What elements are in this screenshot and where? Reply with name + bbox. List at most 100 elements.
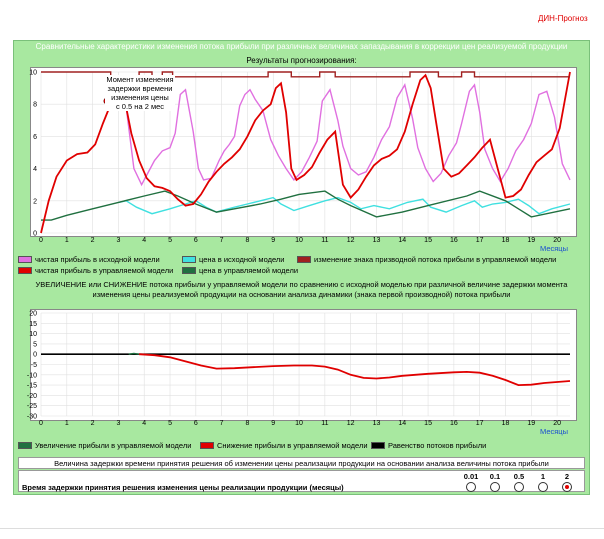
option-header-2: 2 [564, 472, 570, 481]
series-line [139, 353, 571, 387]
y-tick-label: 0 [33, 231, 37, 238]
x-tick-label: 9 [271, 237, 275, 244]
x-tick-label: 7 [220, 237, 224, 244]
x-tick-label: 15 [424, 420, 432, 427]
option-header-0.5: 0.5 [513, 472, 525, 481]
legend-swatch [200, 442, 214, 449]
x-tick-label: 16 [450, 237, 458, 244]
option-header-1: 1 [540, 472, 546, 481]
legend-label: чистая прибыль в управляемой модели [35, 266, 174, 275]
x-tick-label: 0 [39, 420, 43, 427]
x-tick-label: 16 [450, 420, 458, 427]
y-tick-label: 0 [33, 352, 37, 359]
x-tick-label: 19 [527, 237, 535, 244]
legend-label: цена в исходной модели [199, 255, 285, 264]
x-tick-label: 7 [220, 420, 224, 427]
y-tick-label: -10 [27, 372, 37, 379]
option-header-0.01: 0.01 [463, 472, 479, 481]
series-line [128, 352, 140, 355]
x-tick-label: 8 [245, 237, 249, 244]
x-tick-label: 5 [168, 420, 172, 427]
x-tick-label: 11 [321, 237, 328, 244]
x-tick-label: 1 [65, 237, 69, 244]
delay-radio-2[interactable] [562, 482, 572, 492]
x-tick-label: 6 [194, 420, 198, 427]
x-tick-label: 12 [347, 237, 355, 244]
y-tick-label: -25 [27, 403, 37, 410]
x-tick-label: 3 [116, 237, 120, 244]
x-axis-label: Месяцы [540, 244, 568, 253]
option-header-0.1: 0.1 [489, 472, 501, 481]
y-tick-label: -30 [27, 414, 37, 421]
legend-swatch [18, 267, 32, 274]
series-line [40, 71, 571, 234]
legend-item-managed-price: цена в управляемой модели [182, 266, 298, 275]
legend-item-derivative-sign: изменение знака призводной потока прибыл… [297, 255, 556, 264]
legend-item-original-price: цена в исходной модели [182, 255, 284, 264]
y-tick-label: -5 [31, 362, 37, 369]
x-tick-label: 18 [502, 420, 510, 427]
brand-label: ДИН-Прогноз [538, 14, 588, 23]
legend-label: изменение знака призводной потока прибыл… [314, 255, 557, 264]
y-tick-label: 8 [33, 102, 37, 109]
x-tick-label: 1 [65, 420, 69, 427]
x-tick-label: 20 [553, 237, 561, 244]
x-tick-label: 5 [168, 237, 172, 244]
x-tick-label: 14 [398, 420, 406, 427]
y-tick-label: 15 [29, 321, 37, 328]
legend-item-original-profit: чистая прибыль в исходной модели [18, 255, 160, 264]
delay-radio-1[interactable] [538, 482, 548, 492]
main-title: Сравнительные характеристики изменения п… [35, 42, 568, 51]
legend-item-profit-decrease: Снижение прибыли в управляемой модели [200, 441, 368, 450]
x-tick-label: 20 [553, 420, 561, 427]
y-tick-label: 20 [29, 311, 37, 318]
legend-swatch [182, 256, 196, 263]
delay-table-header: Величина задержки времени принятия решен… [18, 457, 585, 469]
legend-swatch [371, 442, 385, 449]
delay-table-row: Время задержки принятия решения изменени… [18, 470, 585, 492]
change-annotation: Момент изменения задержки времени измене… [105, 75, 175, 111]
y-tick-label: -15 [27, 383, 37, 390]
annotation-line-3: изменения цены [111, 93, 169, 102]
y-tick-label: 2 [33, 198, 37, 205]
x-tick-label: 10 [295, 420, 303, 427]
x-tick-label: 8 [245, 420, 249, 427]
legend-label: чистая прибыль в исходной модели [35, 255, 160, 264]
comparison-title: УВЕЛИЧЕНИЕ или СНИЖЕНИЕ потока прибыли у… [35, 280, 568, 299]
x-tick-label: 6 [194, 237, 198, 244]
legend-item-managed-profit: чистая прибыль в управляемой модели [18, 266, 173, 275]
comparison-chart: 0 1 2 3 4 5 6 7 8 9 10 11 12 13 14 15 16 17 18 19 20 -30 -25 -2… [27, 309, 577, 436]
x-tick-label: 19 [527, 420, 535, 427]
annotation-line-1: Момент изменения [106, 75, 174, 84]
legend-label: Равенство потоков прибыли [388, 441, 487, 450]
x-tick-label: 0 [39, 237, 43, 244]
y-tick-label: 4 [33, 166, 37, 173]
delay-radio-0.01[interactable] [466, 482, 476, 492]
x-tick-label: 2 [91, 420, 95, 427]
x-axis-label: Месяцы [540, 427, 568, 436]
y-tick-label: 10 [29, 331, 37, 338]
delay-radio-0.1[interactable] [490, 482, 500, 492]
derivative-sign-line [41, 71, 570, 78]
legend-label: Снижение прибыли в управляемой модели [217, 441, 368, 450]
x-tick-label: 17 [476, 237, 484, 244]
x-tick-label: 13 [373, 237, 381, 244]
series-line [125, 83, 571, 187]
x-tick-label: 12 [347, 420, 355, 427]
x-tick-label: 17 [476, 420, 484, 427]
x-tick-label: 13 [373, 420, 381, 427]
series-line [41, 190, 571, 221]
x-tick-label: 14 [398, 237, 406, 244]
forecast-subtitle: Результаты прогнозирования: [246, 56, 357, 65]
x-tick-label: 11 [321, 420, 328, 427]
x-tick-label: 4 [142, 237, 146, 244]
x-tick-label: 18 [502, 237, 510, 244]
delay-radio-0.5[interactable] [514, 482, 524, 492]
y-tick-label: 10 [29, 70, 37, 77]
legend-swatch [182, 267, 196, 274]
x-tick-label: 10 [295, 237, 303, 244]
annotation-line-2: задержки времени [107, 84, 173, 93]
legend-item-profit-increase: Увеличение прибыли в управляемой модели [18, 441, 191, 450]
forecast-chart-svg: 0 1 2 3 4 5 6 7 8 9 10 11 12 13 14 15 16 17 18 19 200246810М… [29, 70, 571, 253]
annotation-line-4: с 0.5 на 2 мес [115, 102, 165, 111]
